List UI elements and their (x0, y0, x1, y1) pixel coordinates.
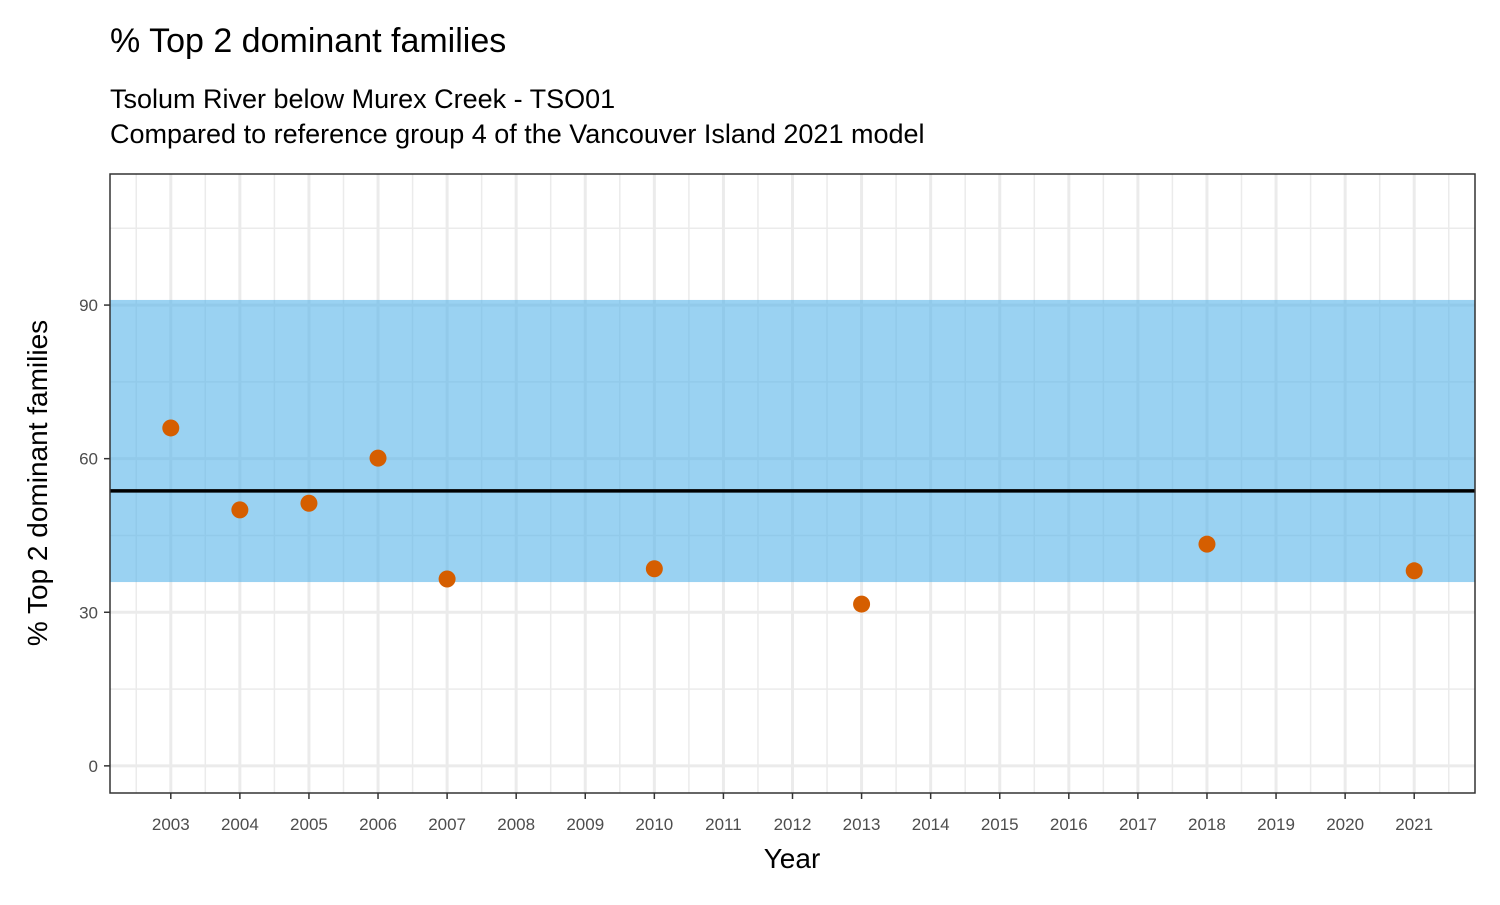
x-tick-label: 2017 (1119, 815, 1157, 834)
x-tick-label: 2007 (428, 815, 466, 834)
x-tick-label: 2012 (774, 815, 812, 834)
x-tick-label: 2019 (1257, 815, 1295, 834)
x-tick-label: 2009 (566, 815, 604, 834)
x-tick-label: 2015 (981, 815, 1019, 834)
x-tick-label: 2013 (843, 815, 881, 834)
x-tick-label: 2018 (1188, 815, 1226, 834)
y-tick-label: 60 (79, 450, 98, 469)
x-tick-label: 2011 (705, 815, 742, 834)
x-tick-label: 2006 (359, 815, 397, 834)
reference-band (110, 299, 1475, 583)
chart-title: % Top 2 dominant families (110, 22, 506, 60)
data-point (1405, 562, 1423, 580)
y-tick-label: 30 (79, 603, 98, 622)
x-axis-label: Year (764, 843, 821, 874)
x-tick-label: 2005 (290, 815, 328, 834)
data-point (438, 570, 456, 588)
data-point (300, 494, 318, 512)
chart-subtitle-1: Tsolum River below Murex Creek - TSO01 (110, 84, 615, 114)
x-tick-label: 2010 (635, 815, 673, 834)
data-point (369, 449, 387, 467)
x-tick-label: 2016 (1050, 815, 1088, 834)
data-point (162, 419, 180, 437)
chart-subtitle-2: Compared to reference group 4 of the Van… (110, 119, 925, 149)
data-point (1198, 535, 1216, 553)
x-tick-label: 2003 (152, 815, 190, 834)
y-tick-label: 0 (89, 757, 98, 776)
x-tick-label: 2004 (221, 815, 259, 834)
y-axis-label: % Top 2 dominant families (22, 320, 53, 646)
data-point (231, 501, 249, 519)
x-tick-label: 2008 (497, 815, 535, 834)
x-tick-label: 2020 (1326, 815, 1364, 834)
data-point (645, 560, 663, 578)
x-tick-label: 2014 (912, 815, 950, 834)
y-tick-label: 90 (79, 296, 98, 315)
data-point (853, 595, 871, 613)
x-tick-label: 2021 (1395, 815, 1433, 834)
